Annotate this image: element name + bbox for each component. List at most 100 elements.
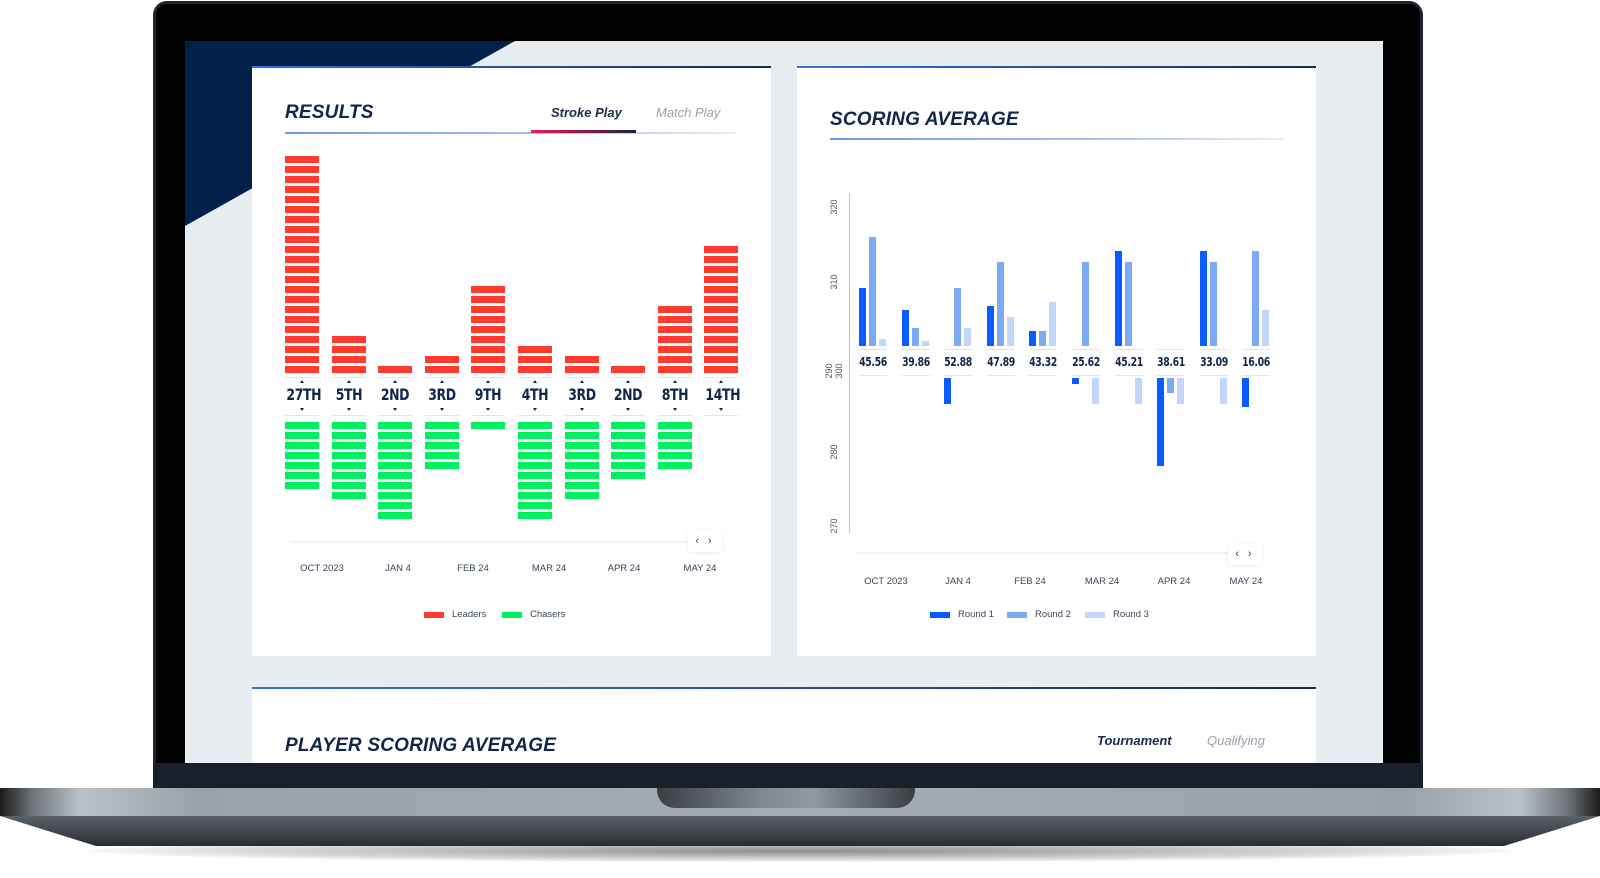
chasers-segment[interactable]	[424, 462, 459, 469]
chasers-segment[interactable]	[378, 422, 413, 429]
chasers-segment[interactable]	[331, 462, 366, 469]
round-2-bar[interactable]	[1082, 262, 1089, 346]
leaders-segment[interactable]	[424, 366, 459, 373]
round-2-bar[interactable]	[1124, 262, 1132, 346]
leaders-segment[interactable]	[704, 316, 739, 323]
round-2-bar[interactable]	[869, 236, 876, 346]
round-2-bar[interactable]	[1209, 262, 1217, 346]
chasers-segment[interactable]	[378, 502, 413, 509]
tab-qualifying[interactable]: Qualifying	[1207, 733, 1265, 748]
leaders-segment[interactable]	[657, 366, 692, 373]
tab-match-play[interactable]: Match Play	[656, 105, 721, 120]
chasers-segment[interactable]	[378, 442, 413, 449]
leaders-segment[interactable]	[657, 306, 692, 313]
chasers-segment[interactable]	[285, 462, 319, 469]
legend-item-round-3[interactable]: Round 3	[1085, 609, 1149, 620]
tab-stroke-play[interactable]: Stroke Play	[551, 105, 622, 120]
leaders-segment[interactable]	[471, 326, 506, 333]
leaders-segment[interactable]	[704, 246, 739, 253]
leaders-segment[interactable]	[285, 216, 319, 223]
round-2-bar[interactable]	[1252, 251, 1260, 346]
chasers-segment[interactable]	[331, 492, 366, 499]
chasers-segment[interactable]	[564, 422, 599, 429]
chasers-segment[interactable]	[471, 422, 506, 429]
chasers-segment[interactable]	[611, 462, 646, 469]
chasers-segment[interactable]	[611, 472, 646, 479]
leaders-segment[interactable]	[285, 366, 319, 373]
chasers-segment[interactable]	[611, 442, 646, 449]
results-scroll-arrows[interactable]: ‹ ›	[688, 530, 722, 552]
chasers-segment[interactable]	[518, 472, 552, 479]
leaders-segment[interactable]	[704, 346, 739, 353]
chasers-segment[interactable]	[285, 452, 319, 459]
chasers-segment[interactable]	[564, 492, 599, 499]
chasers-segment[interactable]	[564, 482, 599, 489]
round-2-bar[interactable]	[1167, 378, 1175, 394]
round-1-bar[interactable]	[986, 305, 994, 346]
round-1-bar[interactable]	[859, 287, 866, 346]
leaders-segment[interactable]	[285, 236, 319, 243]
round-1-bar[interactable]	[1199, 251, 1207, 346]
chasers-segment[interactable]	[331, 472, 366, 479]
leaders-segment[interactable]	[471, 366, 506, 373]
chasers-segment[interactable]	[378, 432, 413, 439]
chasers-segment[interactable]	[518, 492, 552, 499]
leaders-segment[interactable]	[518, 356, 552, 363]
tab-tournament[interactable]: Tournament	[1097, 733, 1172, 748]
chasers-segment[interactable]	[331, 452, 366, 459]
results-scroll-track[interactable]	[292, 541, 712, 543]
chasers-segment[interactable]	[518, 462, 552, 469]
leaders-segment[interactable]	[471, 296, 506, 303]
chasers-segment[interactable]	[518, 482, 552, 489]
leaders-segment[interactable]	[657, 356, 692, 363]
round-1-bar[interactable]	[1114, 251, 1122, 346]
round-3-bar[interactable]	[964, 327, 972, 346]
leaders-segment[interactable]	[285, 306, 319, 313]
chasers-segment[interactable]	[285, 422, 319, 429]
chasers-segment[interactable]	[518, 422, 552, 429]
chasers-segment[interactable]	[378, 492, 413, 499]
round-2-bar[interactable]	[954, 287, 962, 346]
round-3-bar[interactable]	[1006, 316, 1014, 346]
round-1-bar[interactable]	[1242, 378, 1250, 407]
leaders-segment[interactable]	[657, 336, 692, 343]
leaders-segment[interactable]	[657, 326, 692, 333]
round-1-bar[interactable]	[944, 378, 952, 405]
chasers-segment[interactable]	[518, 432, 552, 439]
chasers-segment[interactable]	[331, 432, 366, 439]
scoring-scroll-track[interactable]	[857, 552, 1237, 554]
chasers-segment[interactable]	[564, 432, 599, 439]
chasers-segment[interactable]	[378, 472, 413, 479]
round-3-bar[interactable]	[1262, 309, 1270, 346]
leaders-segment[interactable]	[331, 346, 366, 353]
leaders-segment[interactable]	[285, 286, 319, 293]
leaders-segment[interactable]	[564, 356, 599, 363]
chasers-segment[interactable]	[331, 422, 366, 429]
leaders-segment[interactable]	[471, 316, 506, 323]
leaders-segment[interactable]	[285, 336, 319, 343]
leaders-segment[interactable]	[657, 316, 692, 323]
leaders-segment[interactable]	[285, 356, 319, 363]
chasers-segment[interactable]	[657, 432, 692, 439]
chasers-segment[interactable]	[424, 442, 459, 449]
leaders-segment[interactable]	[704, 266, 739, 273]
leaders-segment[interactable]	[471, 286, 506, 293]
chasers-segment[interactable]	[285, 482, 319, 489]
round-2-bar[interactable]	[911, 327, 919, 346]
round-1-bar[interactable]	[1029, 331, 1037, 346]
leaders-segment[interactable]	[285, 256, 319, 263]
legend-item-round-2[interactable]: Round 2	[1007, 609, 1071, 620]
legend-item-leaders[interactable]: Leaders	[424, 609, 486, 620]
leaders-segment[interactable]	[285, 316, 319, 323]
round-2-bar[interactable]	[1039, 331, 1047, 346]
chasers-segment[interactable]	[657, 452, 692, 459]
leaders-segment[interactable]	[704, 336, 739, 343]
legend-item-round-1[interactable]: Round 1	[930, 609, 994, 620]
leaders-segment[interactable]	[471, 336, 506, 343]
leaders-segment[interactable]	[704, 296, 739, 303]
chasers-segment[interactable]	[564, 462, 599, 469]
legend-item-chasers[interactable]: Chasers	[502, 609, 565, 620]
leaders-segment[interactable]	[518, 346, 552, 353]
leaders-segment[interactable]	[285, 196, 319, 203]
chasers-segment[interactable]	[564, 452, 599, 459]
